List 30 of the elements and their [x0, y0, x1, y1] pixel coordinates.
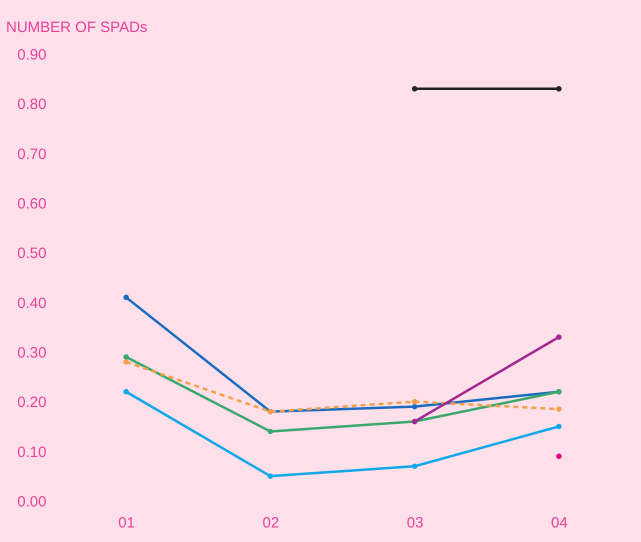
y-tick-label: 0.80 — [17, 96, 46, 114]
point — [123, 359, 129, 365]
point — [556, 334, 562, 340]
y-tick-label: 0.20 — [17, 394, 46, 412]
point — [412, 86, 418, 92]
point — [123, 354, 129, 360]
x-tick-label: 04 — [551, 514, 568, 532]
point — [556, 86, 562, 92]
point — [556, 454, 562, 460]
y-tick-label: 0.30 — [17, 344, 46, 362]
y-tick-label: 0.40 — [17, 294, 46, 312]
y-axis-title: NUMBER OF SPADs — [6, 19, 148, 36]
y-tick-label: 0.50 — [17, 245, 46, 262]
point — [556, 424, 562, 430]
x-tick-label: 02 — [262, 514, 280, 532]
point — [268, 428, 274, 434]
y-tick-label: 0.10 — [17, 444, 46, 461]
x-tick-label: 01 — [118, 514, 135, 532]
point — [412, 398, 418, 404]
point — [268, 473, 274, 479]
x-tick-label: 03 — [406, 514, 424, 532]
point — [556, 406, 562, 412]
point — [412, 464, 418, 469]
y-tick-label: 0.70 — [17, 146, 46, 163]
y-tick-label: 0.00 — [17, 494, 46, 510]
point — [123, 294, 129, 300]
point — [412, 404, 418, 410]
y-tick-label: 0.90 — [17, 46, 46, 64]
y-tick-label: 0.60 — [17, 196, 46, 212]
point — [123, 389, 129, 394]
